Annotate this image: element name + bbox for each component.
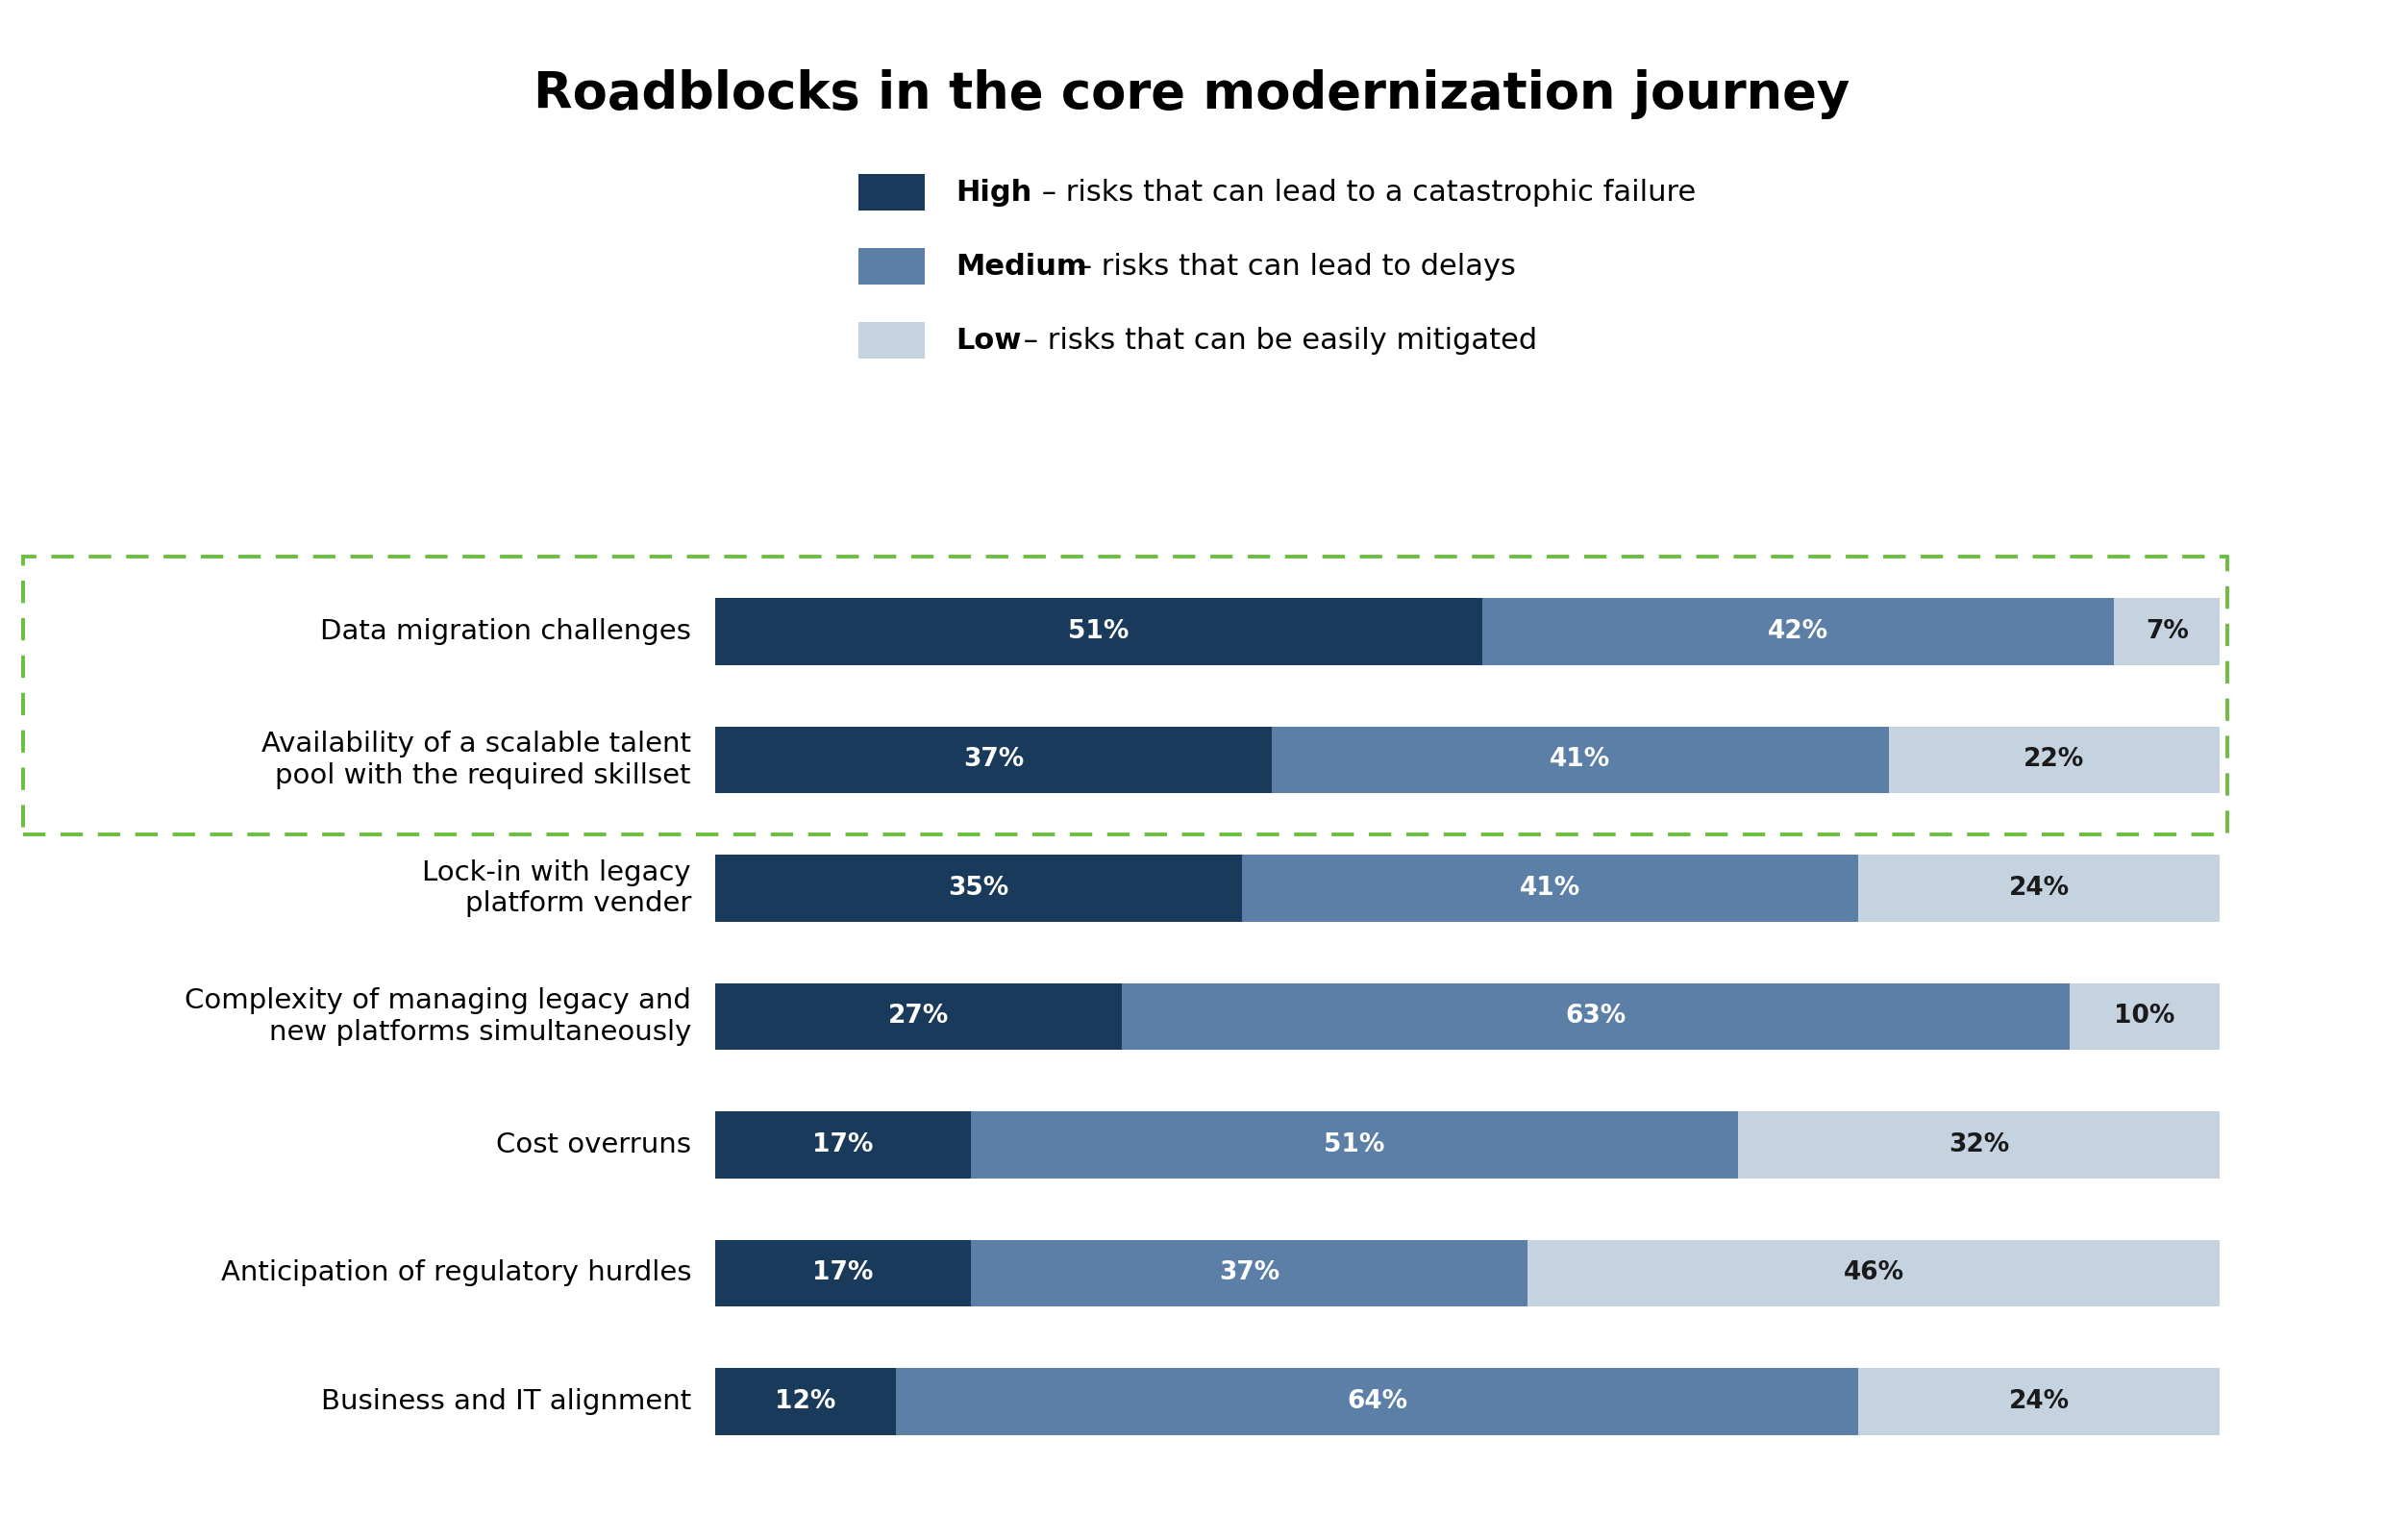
Text: 51%: 51%	[1323, 1132, 1385, 1157]
Text: 10%: 10%	[2115, 1004, 2174, 1029]
Text: 17%: 17%	[813, 1261, 873, 1286]
Bar	[1860, 1368, 2220, 1435]
Bar	[715, 855, 1242, 921]
Bar	[1120, 983, 2069, 1050]
Text: – risks that can lead to delays: – risks that can lead to delays	[1068, 253, 1516, 280]
Text: 22%: 22%	[2024, 747, 2084, 772]
Bar	[2069, 983, 2220, 1050]
Text: 51%: 51%	[1068, 619, 1130, 644]
Text: – risks that can be easily mitigated: – risks that can be easily mitigated	[1016, 326, 1538, 354]
Bar	[970, 1240, 1528, 1306]
Text: Roadblocks in the core modernization journey: Roadblocks in the core modernization jou…	[534, 69, 1850, 119]
Text: 41%: 41%	[1550, 747, 1612, 772]
Bar	[715, 1112, 970, 1178]
Bar	[2115, 598, 2220, 665]
Bar	[1888, 727, 2220, 793]
Bar	[715, 1368, 896, 1435]
Bar	[1528, 1240, 2220, 1306]
Bar	[715, 1240, 970, 1306]
Text: – risks that can lead to a catastrophic failure: – risks that can lead to a catastrophic …	[1032, 179, 1695, 206]
Text: 24%: 24%	[2010, 1389, 2069, 1414]
Text: 7%: 7%	[2146, 619, 2189, 644]
Bar	[24, 557, 2227, 835]
Text: 12%: 12%	[775, 1389, 837, 1414]
Bar	[1860, 855, 2220, 921]
Bar	[715, 983, 1120, 1050]
Text: 37%: 37%	[1218, 1261, 1280, 1286]
Text: 35%: 35%	[949, 876, 1008, 901]
Bar	[1483, 598, 2115, 665]
Bar	[715, 727, 1271, 793]
Text: 63%: 63%	[1564, 1004, 1626, 1029]
Text: 32%: 32%	[1948, 1132, 2010, 1157]
Bar	[1242, 855, 1860, 921]
Bar	[970, 1112, 1738, 1178]
Text: 42%: 42%	[1769, 619, 1829, 644]
Bar	[1738, 1112, 2220, 1178]
Text: Low: Low	[956, 326, 1023, 354]
Text: 41%: 41%	[1519, 876, 1581, 901]
Text: 37%: 37%	[963, 747, 1023, 772]
Text: Medium: Medium	[956, 253, 1087, 280]
Bar	[715, 598, 1483, 665]
Bar	[1271, 727, 1888, 793]
Text: 46%: 46%	[1843, 1261, 1905, 1286]
Text: High: High	[956, 179, 1032, 206]
Text: 24%: 24%	[2010, 876, 2069, 901]
Text: 17%: 17%	[813, 1132, 873, 1157]
Text: 64%: 64%	[1347, 1389, 1407, 1414]
Text: 27%: 27%	[887, 1004, 949, 1029]
Bar	[896, 1368, 1860, 1435]
